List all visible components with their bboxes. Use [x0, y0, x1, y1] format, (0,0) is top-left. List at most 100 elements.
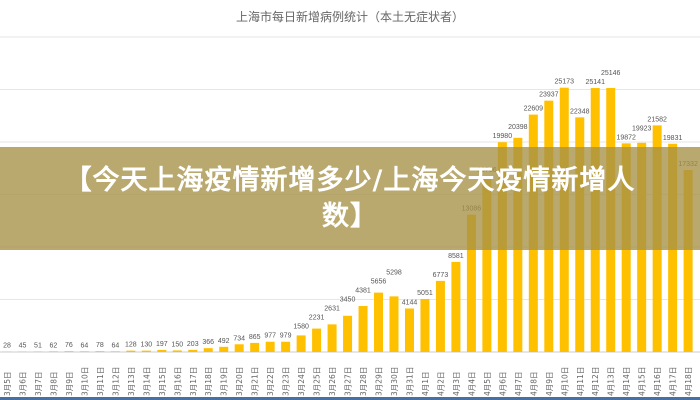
x-tick-label: 3月26日 [328, 367, 337, 396]
data-label: 19872 [616, 134, 636, 141]
x-tick-label: 3月7日 [34, 371, 43, 396]
data-label: 5656 [371, 279, 387, 286]
data-label: 78 [96, 342, 104, 349]
bar-3月16日 [172, 350, 182, 352]
data-label: 6773 [433, 272, 449, 279]
data-label: 62 [50, 342, 58, 349]
bar-4月18日 [683, 170, 693, 352]
bar-3月10日 [79, 351, 89, 352]
data-label: 150 [171, 341, 183, 348]
bar-3月25日 [312, 328, 322, 352]
bar-3月18日 [203, 348, 213, 352]
bar-4月4日 [466, 214, 476, 352]
data-label: 22609 [524, 106, 544, 113]
x-tick-label: 3月17日 [189, 367, 198, 396]
bar-3月12日 [110, 351, 120, 352]
data-label: 128 [125, 342, 137, 349]
x-tick-label: 4月13日 [607, 367, 616, 396]
bar-3月30日 [389, 296, 399, 352]
data-label: 51 [34, 342, 42, 349]
x-tick-label: 3月24日 [297, 367, 306, 396]
data-label: 130 [140, 342, 152, 349]
data-label: 23937 [539, 92, 559, 99]
data-label: 3450 [340, 297, 356, 304]
bar-3月7日 [33, 351, 43, 352]
data-label: 64 [111, 342, 119, 349]
x-tick-label: 3月25日 [313, 367, 322, 396]
bar-3月22日 [265, 341, 275, 352]
data-label: 203 [187, 341, 199, 348]
x-tick-label: 4月6日 [498, 371, 507, 396]
data-label: 977 [264, 333, 276, 340]
x-tick-label: 3月15日 [158, 367, 167, 396]
data-label: 19831 [663, 135, 683, 142]
bar-3月20日 [234, 344, 244, 352]
x-tick-label: 3月20日 [235, 367, 244, 396]
data-label: 5051 [417, 290, 433, 297]
x-tick-label: 3月22日 [266, 367, 275, 396]
x-tick-label: 4月7日 [514, 371, 523, 396]
bar-3月13日 [126, 350, 136, 352]
x-tick-label: 3月18日 [204, 367, 213, 396]
data-label: 8581 [448, 253, 464, 260]
bar-3月8日 [48, 351, 58, 352]
data-label: 366 [202, 339, 214, 346]
x-tick-label: 4月5日 [483, 371, 492, 396]
data-label: 492 [218, 338, 230, 345]
data-label: 4144 [402, 299, 418, 306]
bar-4月2日 [435, 280, 445, 352]
data-label: 76 [65, 342, 73, 349]
title-banner: 【今天上海疫情新增多少/上海今天疫情新增人数】 [0, 147, 700, 250]
banner-title: 【今天上海疫情新增多少/上海今天疫情新增人数】 [64, 164, 636, 232]
data-label: 197 [156, 341, 168, 348]
x-tick-label: 3月12日 [111, 367, 120, 396]
x-tick-label: 3月11日 [96, 367, 105, 396]
x-tick-label: 3月13日 [127, 367, 136, 396]
chart-title: 上海市每日新增病例统计（本土无症状者） [236, 9, 464, 24]
x-tick-label: 3月31日 [405, 367, 414, 396]
x-tick-label: 4月1日 [421, 371, 430, 396]
x-tick-label: 3月14日 [142, 367, 151, 396]
x-tick-label: 4月3日 [452, 371, 461, 396]
x-tick-label: 3月21日 [251, 367, 260, 396]
bar-4月1日 [420, 298, 430, 352]
x-tick-label: 3月23日 [282, 367, 291, 396]
data-label: 4381 [355, 288, 371, 295]
x-tick-label: 3月28日 [359, 367, 368, 396]
x-tick-label: 4月12日 [591, 367, 600, 396]
x-tick-label: 3月9日 [65, 371, 74, 396]
x-tick-label: 4月17日 [669, 367, 678, 396]
x-tick-label: 4月11日 [576, 367, 585, 396]
data-label: 2631 [324, 306, 340, 313]
x-tick-label: 3月8日 [49, 371, 58, 396]
data-label: 25141 [586, 79, 606, 86]
data-label: 2231 [309, 315, 325, 322]
x-tick-label: 4月14日 [622, 367, 631, 396]
bar-3月14日 [141, 350, 151, 352]
bottom-border [0, 397, 700, 400]
data-label: 21582 [647, 116, 667, 123]
bar-3月9日 [64, 351, 74, 352]
x-tick-label: 4月16日 [653, 367, 662, 396]
x-tick-label: 3月16日 [173, 367, 182, 396]
bar-3月21日 [250, 342, 260, 352]
x-tick-label: 3月6日 [18, 371, 27, 396]
bar-4月5日 [482, 175, 492, 352]
x-tick-label: 3月19日 [220, 367, 229, 396]
bar-3月11日 [95, 351, 105, 352]
x-tick-label: 3月30日 [390, 367, 399, 396]
x-tick-label: 4月18日 [684, 367, 693, 396]
bar-3月19日 [219, 346, 229, 352]
bar-4月3日 [451, 261, 461, 352]
x-tick-label: 4月10日 [560, 367, 569, 396]
data-label: 22348 [570, 108, 590, 115]
data-label: 734 [233, 335, 245, 342]
x-tick-label: 4月9日 [545, 371, 554, 396]
bar-3月17日 [188, 349, 198, 352]
bar-3月26日 [327, 324, 337, 352]
x-tick-label: 4月4日 [467, 371, 476, 396]
bar-3月27日 [343, 315, 353, 352]
data-label: 865 [249, 334, 261, 341]
bar-3月31日 [404, 308, 414, 352]
bar-3月15日 [157, 349, 167, 352]
